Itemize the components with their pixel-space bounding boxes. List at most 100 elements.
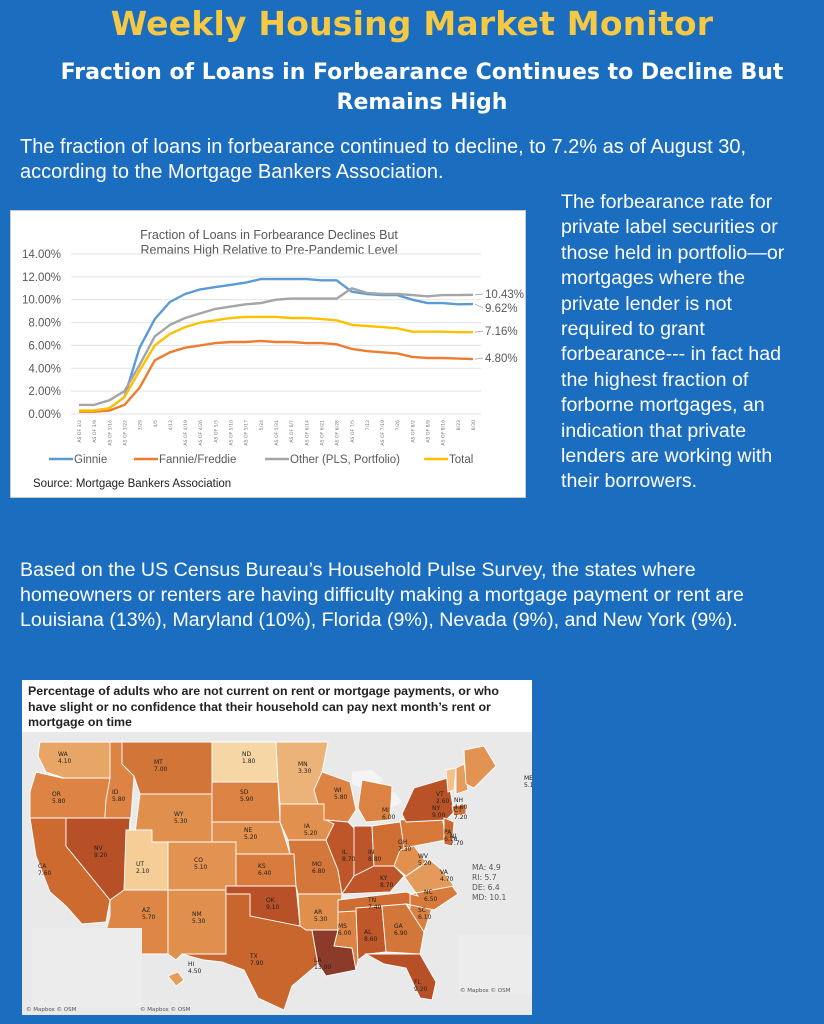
state-value-or: 5.80 — [52, 798, 66, 805]
map-title: Percentage of adults who are not current… — [22, 680, 532, 732]
chart-end-label: 10.43% — [485, 289, 524, 301]
state-mi — [357, 779, 393, 823]
state-value-wv: 5.20 — [418, 860, 432, 867]
chart-end-label: 9.62% — [485, 303, 518, 315]
state-label-il: IL — [342, 849, 348, 856]
chart-x-tick-label: AS OF 4/19 — [183, 420, 189, 446]
intro-paragraph: The fraction of loans in forbearance con… — [20, 136, 747, 183]
state-value-ks: 6.40 — [258, 870, 272, 877]
state-value-ia: 5.20 — [304, 830, 318, 837]
state-value-nd: 1.80 — [242, 758, 256, 765]
state-label-sd: SD — [240, 789, 249, 796]
state-label-la: LA — [314, 957, 322, 964]
state-value-ky: 8.70 — [380, 882, 394, 889]
state-value-vt: 2.60 — [436, 798, 450, 805]
chart-x-tick-label: AS OF 6/14 — [304, 420, 310, 446]
chart-x-tick-label: AS OF 3/9 — [92, 420, 98, 443]
chart-x-tick-label: AS OF 5/31 — [274, 420, 280, 446]
state-label-ar: AR — [314, 909, 322, 916]
chart-x-tick-label: 3/29 — [138, 420, 144, 430]
chart-end-leader — [474, 357, 484, 360]
state-value-fl: 9.20 — [414, 986, 428, 993]
state-ct — [451, 803, 467, 817]
state-label-wy: WY — [174, 811, 184, 818]
state-label-wv: WV — [418, 853, 429, 860]
forbearance-chart-svg: Fraction of Loans in Forbearance Decline… — [22, 228, 524, 490]
chart-end-label: 7.16% — [485, 326, 518, 338]
chart-source: Source: Mortgage Bankers Association — [33, 478, 231, 490]
chart-x-tick-label: AS OF 6/7 — [289, 420, 295, 443]
state-label-oh: OH — [398, 839, 407, 846]
chart-x-tick-label: AS OF 5/17 — [244, 420, 250, 446]
chart-y-tick-label: 14.00% — [22, 249, 61, 261]
state-tx — [181, 893, 319, 1011]
chart-x-tick-label: AS OF 7/5 — [350, 420, 356, 443]
state-label-va: VA — [440, 869, 449, 876]
chart-legend-label: Fannie/Freddie — [159, 454, 236, 466]
page-title: Weekly Housing Market Monitor — [110, 4, 714, 43]
chart-y-tick-label: 0.00% — [28, 409, 61, 421]
state-label-wa: WA — [58, 751, 69, 758]
state-value-ut: 2.10 — [136, 868, 150, 875]
state-nm — [167, 889, 227, 961]
state-value-sd: 5.90 — [240, 796, 254, 803]
chart-end-leader — [474, 293, 484, 296]
state-label-ga: GA — [394, 923, 404, 930]
state-value-az: 5.70 — [142, 914, 156, 921]
state-value-id: 5.80 — [112, 796, 126, 803]
state-fl — [364, 953, 437, 1001]
side-paragraph: The forbearance rate for private label s… — [561, 191, 785, 493]
state-label-fl: FL — [414, 979, 421, 986]
state-label-ks: KS — [258, 863, 266, 870]
chart-x-tick-label: 5/24 — [259, 420, 265, 430]
state-value-pa: 6.70 — [444, 836, 458, 843]
state-value-mo: 6.80 — [312, 868, 326, 875]
chart-x-tick-label: AS OF 5/10 — [229, 420, 235, 446]
state-label-in: IN — [368, 849, 374, 856]
state-label-nh: NH — [454, 797, 463, 804]
chart-end-leader — [474, 303, 484, 309]
chart-x-tick-label: 7/12 — [365, 420, 371, 430]
chart-x-tick-label: AS OF 4/26 — [198, 420, 204, 446]
state-label-nd: ND — [242, 751, 251, 758]
state-label-mo: MO — [312, 861, 322, 868]
chart-series-line — [79, 315, 473, 412]
state-value-sc: 6.10 — [418, 914, 432, 921]
state-nj — [443, 817, 455, 847]
state-value-ny: 9.00 — [432, 812, 446, 819]
state-wa — [37, 741, 111, 779]
small-state-value: DE: 6.4 — [472, 883, 500, 892]
state-value-nh: 4.60 — [454, 804, 468, 811]
state-value-wa: 4.10 — [58, 758, 72, 765]
chart-x-tick-label: AS OF 8/9 — [426, 420, 432, 443]
state-label-ne: NE — [244, 827, 252, 834]
state-value-va: 4.70 — [440, 876, 454, 883]
chart-series-line — [79, 277, 474, 412]
state-value-tn: 7.40 — [368, 904, 382, 911]
chart-x-tick-label: 8/30 — [471, 420, 477, 430]
forbearance-chart: Fraction of Loans in Forbearance Decline… — [10, 210, 526, 498]
state-label-ca: CA — [38, 863, 47, 870]
map-credit-right: © Mapbox © OSM — [460, 987, 511, 994]
state-label-sc: SC — [418, 907, 426, 914]
state-wi — [313, 771, 357, 823]
state-label-ky: KY — [380, 875, 388, 882]
state-value-wi: 5.80 — [334, 794, 348, 801]
state-value-ct: 7.20 — [454, 814, 468, 821]
chart-legend-label: Total — [449, 454, 473, 466]
state-value-tx: 7.90 — [250, 960, 264, 967]
state-map-svg: WA4.10OR5.80CA7.60ID5.80NV9.20MT7.00WY5.… — [22, 732, 532, 1015]
state-value-hi: 4.50 — [188, 968, 202, 975]
state-value-il: 8.70 — [342, 856, 356, 863]
chart-title-line-2: Remains High Relative to Pre-Pandemic Le… — [140, 243, 397, 257]
state-label-al: AL — [364, 929, 372, 936]
chart-x-tick-label: 7/26 — [395, 420, 401, 430]
state-value-in: 8.80 — [368, 856, 382, 863]
chart-x-tick-label: AS OF 6/21 — [319, 420, 325, 446]
map-credit-mid: © Mapbox © OSM — [140, 1006, 191, 1013]
state-value-la: 13.00 — [314, 964, 331, 971]
state-ga — [381, 903, 425, 955]
state-value-nj: 7.70 — [450, 840, 464, 847]
state-value-ok: 9.10 — [266, 904, 280, 911]
chart-x-tick-label: AS OF 8/2 — [410, 420, 416, 443]
